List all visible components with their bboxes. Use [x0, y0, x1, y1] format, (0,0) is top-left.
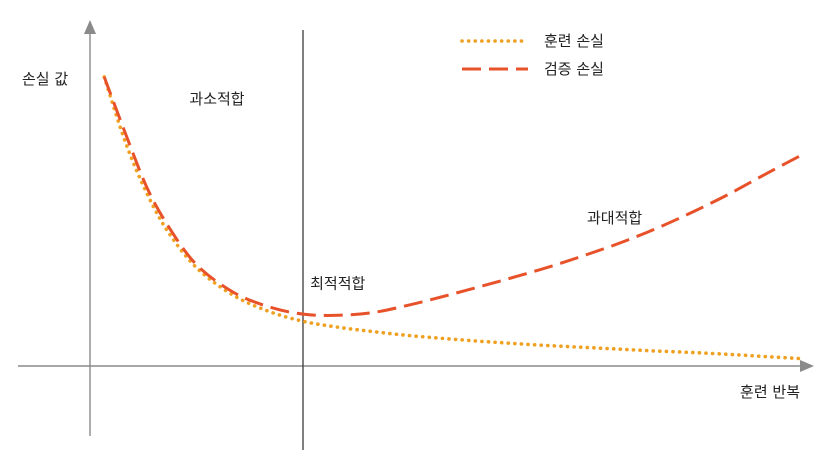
series-line-train-loss — [102, 75, 802, 361]
legend: 훈련 손실 검증 손실 — [460, 32, 604, 78]
x-axis-arrow — [800, 360, 814, 372]
annotation-overfitting: 과대적합 — [587, 209, 642, 227]
annotation-underfitting: 과소적합 — [189, 90, 244, 108]
x-axis-label: 훈련 반복 — [740, 383, 800, 401]
y-axis-arrow — [84, 20, 96, 34]
series-line-validation-loss — [102, 76, 801, 317]
y-axis-label: 손실 값 — [22, 70, 68, 88]
legend-label-validation-loss: 검증 손실 — [544, 60, 604, 78]
axes — [18, 20, 814, 436]
legend-label-train-loss: 훈련 손실 — [544, 32, 604, 50]
annotation-optimal-fit: 최적적합 — [310, 275, 365, 293]
